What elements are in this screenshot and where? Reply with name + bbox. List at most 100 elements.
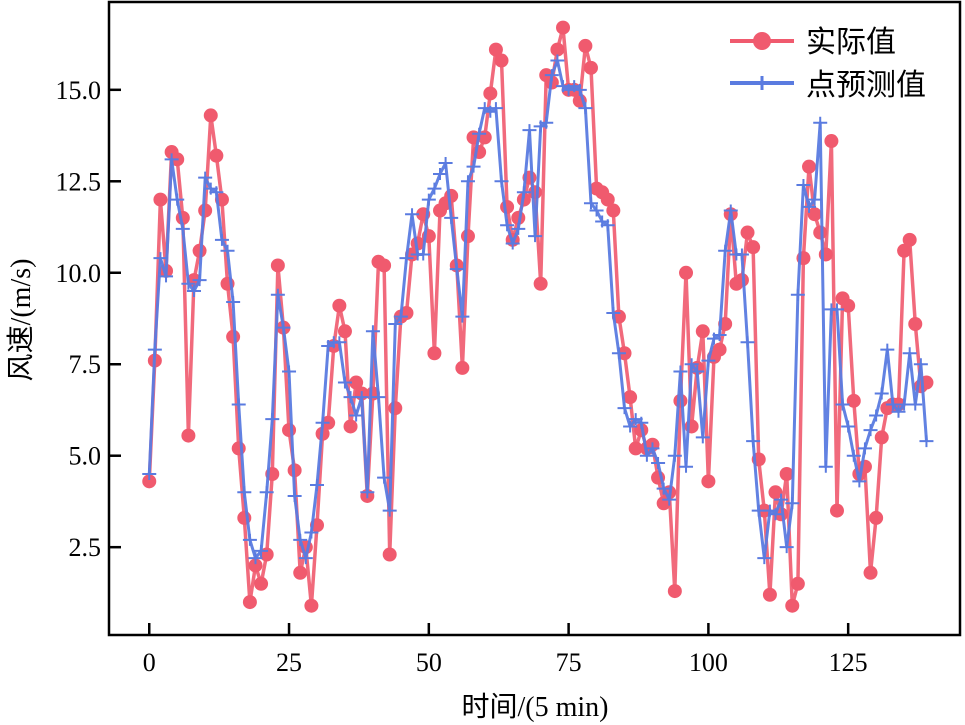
data-point <box>147 343 162 356</box>
x-tick-label: 75 <box>556 648 582 677</box>
data-point <box>740 225 755 240</box>
series-predicted <box>142 54 934 565</box>
data-point <box>645 442 660 455</box>
data-point <box>181 428 196 443</box>
data-point <box>500 219 515 232</box>
data-point <box>254 544 269 557</box>
series-line <box>147 25 928 608</box>
data-point <box>382 504 397 517</box>
data-point <box>421 193 436 206</box>
data-point <box>500 199 515 214</box>
data-point <box>505 237 520 250</box>
y-axis-label: 风速/(m/s) <box>6 259 37 382</box>
data-point <box>309 478 324 491</box>
data-point <box>343 419 358 434</box>
data-point <box>231 441 246 456</box>
data-point <box>377 258 392 273</box>
data-point <box>332 336 347 349</box>
data-point <box>583 197 598 210</box>
y-tick-label: 10.0 <box>56 259 102 288</box>
data-point <box>757 552 772 565</box>
data-point <box>449 263 464 276</box>
data-point <box>908 398 923 411</box>
series-line <box>147 59 928 560</box>
data-point <box>298 552 313 565</box>
data-point <box>399 252 414 265</box>
data-point <box>181 277 196 290</box>
data-point <box>684 358 699 371</box>
data-point <box>695 324 710 339</box>
data-point <box>226 296 241 309</box>
data-point <box>254 576 269 591</box>
data-point <box>472 127 487 140</box>
data-point <box>438 156 453 169</box>
data-point <box>522 124 537 137</box>
data-point <box>539 116 554 129</box>
legend: 实际值 点预测值 <box>730 26 926 102</box>
data-point <box>556 20 571 35</box>
data-point <box>354 391 369 404</box>
x-axis: 0 25 50 75 100 125 <box>143 623 868 677</box>
data-point <box>494 175 509 188</box>
data-point <box>712 342 727 357</box>
data-point <box>304 526 319 539</box>
data-point <box>583 60 598 75</box>
data-point <box>192 274 207 287</box>
data-point <box>790 288 805 301</box>
data-point <box>516 186 531 199</box>
legend-label-actual: 实际值 <box>806 26 896 59</box>
data-point <box>270 288 285 301</box>
x-tick-label: 125 <box>829 648 868 677</box>
data-point <box>337 324 352 339</box>
data-point <box>444 211 459 224</box>
data-point <box>332 298 347 313</box>
data-point <box>790 576 805 591</box>
data-point <box>746 435 761 448</box>
data-point <box>662 493 677 506</box>
data-point <box>880 343 895 356</box>
data-point <box>511 222 526 235</box>
data-point <box>600 192 615 207</box>
data-point <box>802 200 817 213</box>
x-tick-label: 100 <box>689 648 728 677</box>
data-point <box>427 346 442 361</box>
y-tick-label: 15.0 <box>56 76 102 105</box>
legend-marker-actual <box>753 32 771 50</box>
data-point <box>863 424 878 437</box>
data-point <box>846 449 861 462</box>
data-point <box>405 208 420 221</box>
data-point <box>164 153 179 166</box>
data-point <box>818 460 833 473</box>
data-point <box>220 244 235 257</box>
data-point <box>304 598 319 613</box>
data-point <box>349 409 364 422</box>
data-point <box>337 376 352 389</box>
data-point <box>768 485 783 500</box>
data-point <box>242 533 257 546</box>
data-point <box>913 358 928 371</box>
data-point <box>159 270 174 283</box>
data-point <box>869 409 884 422</box>
data-point <box>226 329 241 344</box>
plot-marks <box>142 20 934 613</box>
data-point <box>214 233 229 246</box>
data-point <box>528 230 543 243</box>
data-point <box>667 584 682 599</box>
data-point <box>460 175 475 188</box>
data-point <box>679 460 694 473</box>
data-point <box>488 42 503 57</box>
data-point <box>807 207 822 222</box>
data-point <box>455 310 470 323</box>
data-point <box>231 398 246 411</box>
data-point <box>908 316 923 331</box>
data-point <box>712 328 727 341</box>
data-point <box>846 393 861 408</box>
data-point <box>248 558 263 573</box>
data-point <box>198 203 213 218</box>
data-point <box>695 431 710 444</box>
data-point <box>186 285 201 298</box>
data-point <box>623 390 638 405</box>
data-point <box>377 471 392 484</box>
data-point <box>550 54 565 67</box>
data-point <box>203 108 218 123</box>
